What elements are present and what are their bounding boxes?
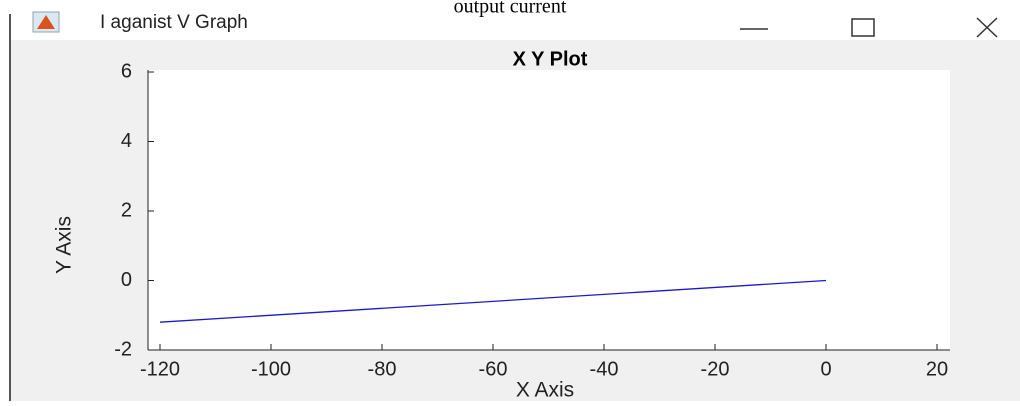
- close-button[interactable]: [976, 17, 998, 38]
- x-tick-label: -100: [251, 358, 291, 380]
- window-title: I aganist V Graph: [100, 12, 248, 33]
- icon-shape: [37, 15, 55, 29]
- y-tick-label: -2: [114, 338, 132, 360]
- y-tick-label: 0: [121, 269, 132, 291]
- data-line: [159, 279, 827, 323]
- chart-title: X Y Plot: [513, 48, 588, 70]
- caption: output current: [454, 0, 567, 18]
- x-tick-label: -120: [140, 358, 180, 380]
- x-tick-label: -40: [590, 358, 619, 380]
- x-tick-label: -80: [368, 358, 397, 380]
- y-axis-label: Y Axis: [53, 216, 76, 274]
- y-tick-label: 6: [121, 60, 132, 82]
- plot-area: [148, 70, 950, 350]
- x-tick-label: 20: [926, 358, 948, 380]
- x-tick-label: -20: [701, 358, 730, 380]
- x-axis-label: X Axis: [516, 379, 574, 401]
- x-tick-label: -60: [479, 358, 508, 380]
- y-tick-label: 2: [121, 199, 132, 221]
- x-tick-label: 0: [820, 358, 831, 380]
- app-icon[interactable]: [32, 11, 60, 33]
- maximize-button[interactable]: [851, 18, 875, 37]
- y-tick-label: 4: [121, 130, 132, 152]
